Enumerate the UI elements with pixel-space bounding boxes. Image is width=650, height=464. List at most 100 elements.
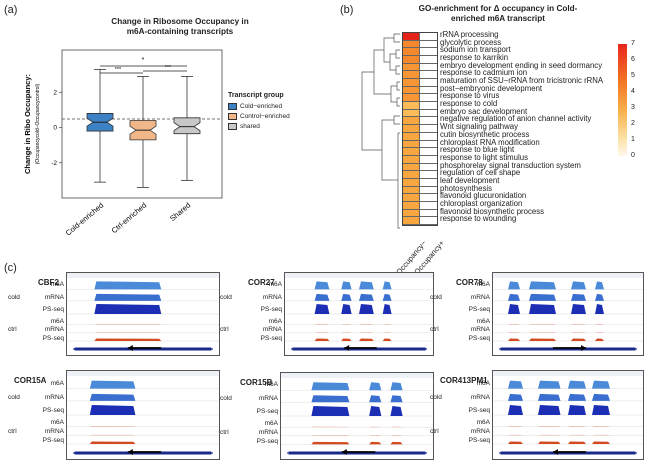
heat-cell-plus — [420, 79, 437, 87]
go-term-label: response to virus — [440, 91, 500, 101]
track-row-label: m6A — [264, 420, 278, 428]
coverage-peak — [390, 406, 403, 416]
track-svg — [493, 273, 643, 351]
heat-cell-minus — [403, 163, 420, 172]
legend-label: shared — [240, 122, 260, 130]
track-row-label: m6A — [264, 381, 278, 389]
panel-a-title: Change in Ribosome Occupancy in m6A-cont… — [80, 17, 280, 37]
coverage-peak — [359, 281, 374, 290]
box-ctrl-enriched — [129, 76, 157, 188]
track-row-label: m6A — [50, 280, 64, 288]
coverage-peak — [538, 393, 561, 401]
colorbar-tick-label: 0 — [631, 152, 635, 159]
x-tick-label: Cold-enriched — [64, 201, 106, 238]
y-axis-label: Change in Ribo Occupancy: — [23, 74, 32, 174]
heat-cell-plus — [420, 48, 437, 57]
panel-a-title-line1: Change in Ribosome Occupancy in — [111, 17, 249, 26]
heat-cell-minus — [403, 140, 420, 149]
coverage-peak — [390, 395, 403, 403]
coverage-peak — [311, 441, 350, 445]
go-term-label: rRNA processing — [440, 30, 499, 39]
y-axis-sublabel: (Occupancycold−Occupancycontrol) — [35, 83, 41, 164]
legend-swatch — [228, 122, 237, 130]
heat-cell-minus — [403, 56, 420, 64]
heat-cell-plus — [420, 217, 437, 225]
arrow-head — [344, 345, 350, 351]
genome-track-panel — [66, 370, 220, 460]
coverage-peak — [369, 382, 382, 391]
arrow-head — [553, 449, 558, 455]
heat-cell-plus — [420, 148, 437, 156]
coverage-peak — [369, 395, 382, 403]
heat-cell-plus — [420, 63, 437, 72]
track-svg — [493, 371, 643, 455]
colorbar-tick-label: 2 — [631, 120, 635, 127]
coverage-peak — [592, 380, 610, 389]
heat-cell-plus — [420, 125, 437, 133]
coverage-peak — [508, 293, 520, 301]
track-row-label: m6A — [50, 419, 64, 427]
panel-b-title-line2: enriched m6A transcript — [451, 14, 545, 23]
track-row-label: mRNA — [470, 428, 490, 436]
track-row-label: PS-seq — [468, 437, 490, 445]
track-row-label: m6A — [476, 419, 490, 427]
track-row-label: mRNA — [262, 326, 282, 334]
coverage-peak — [369, 441, 382, 445]
coverage-peak — [89, 405, 136, 415]
track-row-label: mRNA — [44, 294, 64, 302]
gene-name: COR78 — [456, 278, 483, 287]
heat-cell-minus — [403, 148, 420, 156]
boxplot-chart: 20-2 Cold-enriched Ctrl-enriched Shared * … — [23, 49, 223, 238]
gene-exon — [292, 347, 426, 351]
coverage-peak — [311, 382, 350, 391]
coverage-peak — [595, 293, 604, 301]
track-row-label: PS-seq — [256, 437, 278, 445]
heat-cell-minus — [403, 209, 420, 218]
go-term-label: response to cadmium ion — [440, 68, 528, 78]
go-term-label: negative regulation of anion channel act… — [440, 114, 592, 124]
panel-c-letter: (c) — [4, 262, 17, 274]
gene-exon — [288, 451, 426, 455]
panel-a-title-line2: m6A-containing transcripts — [126, 27, 234, 36]
heatmap — [402, 32, 438, 226]
coverage-peak — [508, 281, 520, 290]
coverage-peak — [382, 304, 392, 314]
colorbar-tick-label: 1 — [631, 136, 635, 143]
heat-cell-minus — [403, 102, 420, 110]
coverage-peak — [592, 405, 610, 415]
panel-a-letter: (a) — [4, 4, 18, 16]
coverage-peak — [390, 441, 403, 445]
legend-label: Control−enriched — [240, 112, 290, 120]
coverage-peak — [595, 304, 604, 314]
coverage-peak — [89, 380, 136, 389]
track-row-label: PS-seq — [260, 305, 282, 313]
go-term-label: response to light stimulus — [440, 152, 528, 162]
heat-cell-plus — [420, 33, 437, 41]
heat-cell-plus — [420, 209, 437, 218]
track-row-label: m6A — [476, 379, 490, 387]
coverage-peak — [538, 380, 561, 389]
heat-cell-minus — [403, 94, 420, 103]
track-row-label: PS-seq — [468, 334, 490, 342]
genome-track-panel — [66, 272, 220, 356]
arrow-head — [127, 449, 133, 455]
gene-name: COR15B — [240, 378, 273, 387]
heat-cell-minus — [403, 63, 420, 72]
heat-cell-minus — [403, 178, 420, 187]
track-row-label: mRNA — [44, 428, 64, 436]
track-row-label: mRNA — [470, 394, 490, 401]
coverage-peak — [529, 293, 556, 301]
track-row-label: PS-seq — [468, 406, 490, 414]
box-body — [173, 117, 201, 135]
coverage-peak — [382, 281, 392, 290]
track-row-label: m6A — [476, 280, 490, 288]
gene-exon — [74, 451, 212, 455]
heat-cell-minus — [403, 194, 420, 202]
coverage-peak — [341, 281, 352, 290]
coverage-peak — [538, 405, 561, 415]
heat-cell-plus — [420, 40, 437, 49]
coverage-peak — [538, 441, 561, 445]
condition-label-ctrl: ctrl — [430, 326, 439, 334]
go-term-label: sodium ion transport — [440, 45, 511, 55]
track-row-label: m6A — [268, 317, 282, 325]
